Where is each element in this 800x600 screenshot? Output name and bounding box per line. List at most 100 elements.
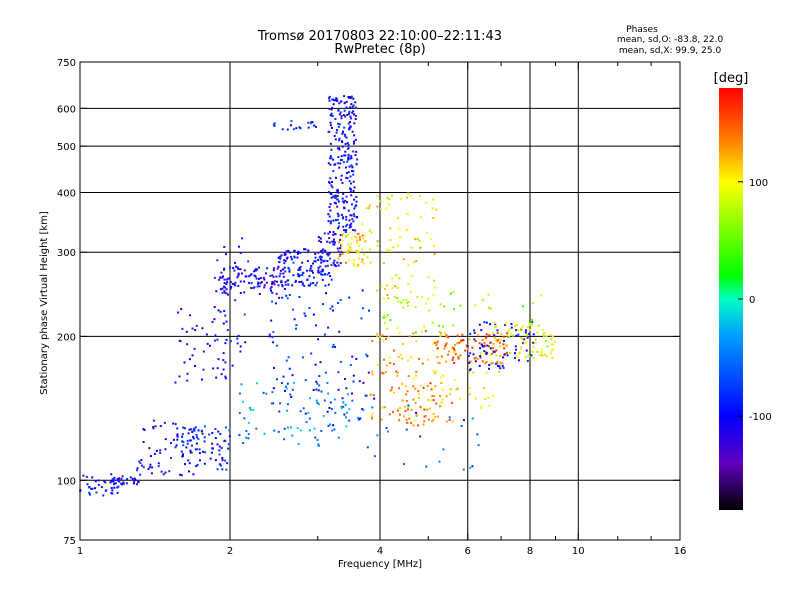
data-point: [237, 274, 240, 277]
data-point: [195, 433, 198, 436]
data-point: [272, 387, 275, 390]
data-point: [439, 303, 442, 306]
data-point: [309, 397, 312, 400]
data-point: [412, 398, 415, 401]
data-point: [226, 329, 229, 332]
data-point: [432, 412, 435, 415]
data-point: [329, 423, 332, 426]
data-point: [222, 368, 225, 371]
data-point: [224, 253, 227, 256]
data-point: [352, 140, 355, 143]
data-point: [314, 256, 317, 259]
data-point: [477, 334, 480, 337]
data-point: [440, 332, 443, 335]
data-point: [350, 242, 353, 245]
data-point: [328, 99, 331, 102]
data-point: [337, 109, 340, 112]
data-point: [408, 417, 411, 420]
data-point: [223, 267, 226, 270]
data-point: [432, 388, 435, 391]
data-point: [331, 180, 334, 183]
data-point: [150, 472, 153, 475]
data-point: [514, 325, 517, 328]
data-point: [389, 227, 392, 230]
data-point: [198, 448, 201, 451]
data-point: [347, 156, 350, 159]
data-point: [336, 195, 339, 198]
data-point: [492, 395, 495, 398]
data-point: [283, 427, 286, 430]
data-point: [445, 420, 448, 423]
data-point: [224, 314, 227, 317]
data-point: [349, 157, 352, 160]
data-point: [465, 344, 468, 347]
data-point: [485, 321, 488, 324]
data-point: [362, 381, 365, 384]
data-point: [324, 249, 327, 252]
data-point: [385, 337, 388, 340]
data-point: [286, 128, 289, 131]
data-point: [455, 388, 458, 391]
data-point: [480, 329, 483, 332]
data-point: [348, 165, 351, 168]
data-point: [515, 334, 518, 337]
data-point: [373, 397, 376, 400]
data-point: [230, 285, 233, 288]
data-point: [345, 106, 348, 109]
data-point: [278, 410, 281, 413]
data-point: [193, 427, 196, 430]
data-point: [427, 418, 430, 421]
data-point: [159, 451, 162, 454]
data-point: [341, 132, 344, 135]
data-point: [355, 196, 358, 199]
data-point: [201, 327, 204, 330]
data-point: [469, 352, 472, 355]
data-point: [243, 269, 246, 272]
data-point: [103, 480, 106, 483]
data-point: [329, 124, 332, 127]
x-axis-label: Frequency [MHz]: [338, 559, 422, 570]
data-point: [262, 276, 265, 279]
data-point: [369, 261, 372, 264]
data-point: [398, 407, 401, 410]
data-point: [356, 242, 359, 245]
data-point: [308, 417, 311, 420]
data-point: [345, 215, 348, 218]
data-point: [524, 331, 527, 334]
data-point: [459, 304, 462, 307]
data-point: [478, 342, 481, 345]
data-point: [344, 416, 347, 419]
data-point: [333, 398, 336, 401]
data-point: [350, 117, 353, 120]
data-point: [120, 477, 123, 480]
data-point: [320, 429, 323, 432]
data-point: [216, 367, 219, 370]
data-point: [340, 174, 343, 177]
data-point: [488, 334, 491, 337]
data-point: [223, 278, 226, 281]
data-point: [350, 249, 353, 252]
data-point: [265, 272, 268, 275]
data-point: [352, 142, 355, 145]
data-point: [347, 96, 350, 99]
data-point: [526, 336, 529, 339]
data-point: [386, 294, 389, 297]
data-point: [355, 249, 358, 252]
data-point: [513, 356, 516, 359]
data-point: [305, 269, 308, 272]
data-point: [493, 350, 496, 353]
data-point: [196, 436, 199, 439]
data-point: [515, 355, 518, 358]
data-point: [543, 332, 546, 335]
data-point: [349, 246, 352, 249]
data-point: [402, 258, 405, 261]
data-point: [139, 473, 142, 476]
data-point: [487, 293, 490, 296]
data-point: [488, 323, 491, 326]
data-point: [336, 218, 339, 221]
data-point: [307, 126, 310, 129]
data-point: [415, 411, 418, 414]
data-point: [287, 283, 290, 286]
data-point: [352, 220, 355, 223]
data-point: [291, 284, 294, 287]
